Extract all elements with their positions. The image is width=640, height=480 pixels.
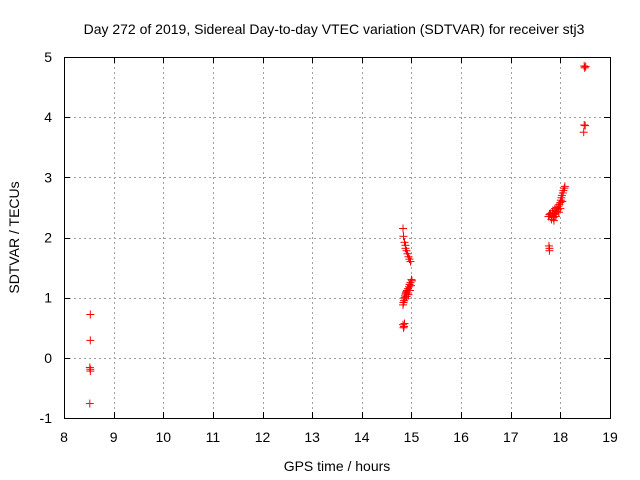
data-point [405, 286, 414, 295]
data-point [406, 281, 415, 290]
data-point [85, 399, 94, 408]
data-point [549, 216, 558, 225]
data-point [558, 197, 567, 206]
data-point [399, 323, 408, 332]
data-point [545, 246, 554, 255]
data-point [556, 204, 565, 213]
data-point [581, 121, 590, 130]
x-tick-label: 9 [110, 429, 118, 445]
chart-title: Day 272 of 2019, Sidereal Day-to-day VTE… [84, 21, 585, 37]
y-tick-label: 4 [44, 109, 52, 125]
y-tick-label: 3 [44, 169, 52, 185]
x-tick-label: 17 [503, 429, 519, 445]
grid-layer [64, 57, 610, 418]
y-tick-label: 0 [44, 350, 52, 366]
data-point [406, 257, 415, 266]
data-point [551, 212, 560, 221]
x-tick-label: 14 [354, 429, 370, 445]
x-tick-label: 10 [155, 429, 171, 445]
y-axis-title: SDTVAR / TECUs [6, 181, 22, 293]
x-tick-label: 11 [206, 429, 221, 445]
x-tick-label: 8 [60, 429, 68, 445]
data-point [86, 336, 95, 345]
data-point [581, 62, 590, 71]
tick-layer [64, 57, 611, 419]
data-point [400, 319, 409, 328]
y-tick-label: 2 [44, 230, 52, 246]
data-point [399, 232, 408, 241]
y-tick-label: 5 [44, 49, 52, 65]
x-tick-label: 15 [404, 429, 420, 445]
x-tick-label: 19 [602, 429, 618, 445]
data-point [554, 208, 563, 217]
data-point [580, 63, 589, 72]
data-point [580, 120, 589, 129]
x-tick-label: 16 [453, 429, 469, 445]
x-tick-label: 13 [304, 429, 320, 445]
mark-layer [85, 62, 590, 408]
data-point [579, 128, 588, 137]
y-tick-label: 1 [44, 290, 52, 306]
data-point [560, 182, 569, 191]
data-point [399, 224, 408, 233]
data-point [404, 290, 413, 299]
data-point [86, 367, 95, 376]
x-axis-title: GPS time / hours [284, 458, 391, 474]
data-point [86, 310, 95, 319]
plot-frame [64, 57, 611, 419]
x-tick-label: 12 [255, 429, 271, 445]
data-point [402, 292, 411, 301]
data-point [407, 276, 416, 285]
y-tick-label: -1 [40, 410, 53, 426]
x-tick-label: 18 [553, 429, 569, 445]
